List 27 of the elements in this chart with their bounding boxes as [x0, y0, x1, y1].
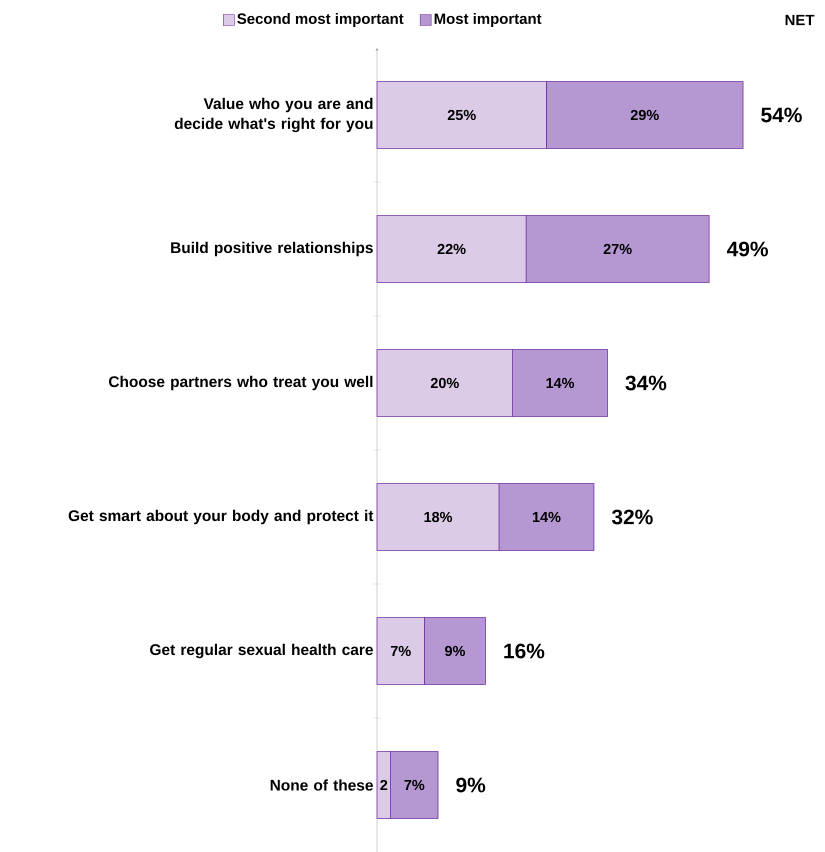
data-label: 2	[380, 780, 388, 790]
data-label: 14%	[532, 512, 561, 522]
y-tick-label: Value who you are and decide what's right for you	[174, 98, 372, 132]
total-label: 54%	[761, 108, 802, 122]
data-label: 7%	[390, 646, 411, 656]
data-label: 27%	[604, 244, 632, 254]
data-label: 7%	[404, 780, 424, 790]
total-label: 49%	[726, 242, 768, 256]
data-label: 29%	[630, 110, 659, 120]
total-label: 34%	[625, 376, 666, 390]
y-tick-label: Get smart about your body and protect it	[68, 510, 374, 524]
y-tick-label: Choose partners who treat you well	[108, 376, 372, 390]
total-label: 9%	[456, 778, 486, 792]
legend-label: Second most important	[237, 13, 404, 27]
legend-label: Most important	[434, 13, 542, 27]
data-label: 18%	[424, 512, 452, 522]
data-label: 9%	[445, 646, 466, 656]
data-label: 14%	[546, 378, 574, 388]
data-label: 25%	[448, 110, 476, 120]
y-tick-label: Build positive relationships	[171, 242, 373, 256]
total-label: 16%	[504, 644, 544, 658]
data-label: 20%	[430, 378, 459, 388]
y-tick-label: Get regular sexual health care	[150, 644, 373, 658]
data-label: 22%	[438, 244, 466, 254]
total-label: 32%	[612, 510, 653, 524]
text: NET	[786, 14, 814, 26]
y-tick-label: None of these	[270, 779, 373, 791]
